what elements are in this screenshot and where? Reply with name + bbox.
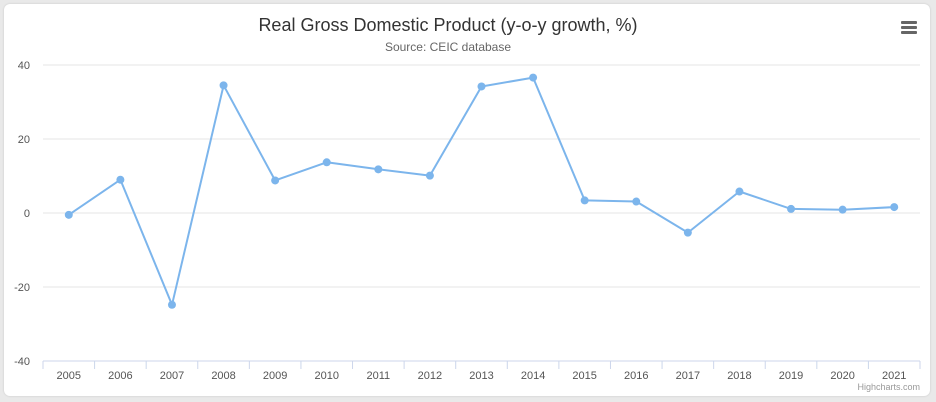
x-tick-label: 2021 <box>882 370 906 382</box>
data-point[interactable] <box>632 197 641 206</box>
data-point[interactable] <box>271 176 280 185</box>
x-tick-label: 2012 <box>418 370 442 382</box>
data-point[interactable] <box>64 210 73 219</box>
x-tick-label: 2018 <box>727 370 751 382</box>
y-tick-label: -20 <box>14 282 30 294</box>
y-tick-label: 40 <box>18 60 30 72</box>
data-point[interactable] <box>477 82 486 91</box>
x-tick-label: 2019 <box>779 370 803 382</box>
x-tick-label: 2020 <box>830 370 854 382</box>
chart-container: Real Gross Domestic Product (y-o-y growt… <box>4 4 930 396</box>
data-point[interactable] <box>167 300 176 309</box>
x-tick-label: 2008 <box>211 370 235 382</box>
data-point[interactable] <box>322 158 331 167</box>
data-point[interactable] <box>529 73 538 82</box>
x-tick-label: 2009 <box>263 370 287 382</box>
line-chart: Real Gross Domestic Product (y-o-y growt… <box>14 15 921 392</box>
hamburger-menu-icon[interactable] <box>898 18 920 38</box>
data-point[interactable] <box>425 171 434 180</box>
y-tick-label: -40 <box>14 356 30 368</box>
chart-title: Real Gross Domestic Product (y-o-y growt… <box>258 15 637 35</box>
credits-link[interactable]: Highcharts.com <box>857 382 920 392</box>
data-point[interactable] <box>735 187 744 196</box>
x-tick-label: 2006 <box>108 370 132 382</box>
data-point[interactable] <box>787 204 796 213</box>
data-point[interactable] <box>374 165 383 174</box>
x-tick-label: 2013 <box>469 370 493 382</box>
x-tick-label: 2011 <box>366 370 390 382</box>
data-point[interactable] <box>890 203 899 212</box>
y-tick-label: 0 <box>24 208 30 220</box>
chart-subtitle: Source: CEIC database <box>385 40 511 54</box>
x-tick-label: 2017 <box>676 370 700 382</box>
data-point[interactable] <box>219 81 228 90</box>
x-axis: 2005 2006 2007 2008 2009 2010 2011 2012 2013 2014… <box>42 360 921 382</box>
data-point[interactable] <box>580 196 589 205</box>
x-tick-label: 2007 <box>160 370 184 382</box>
x-tick-label: 2014 <box>521 370 545 382</box>
series-group <box>64 73 899 309</box>
data-point[interactable] <box>683 228 692 237</box>
y-axis-labels: -40 -20 0 20 40 <box>14 60 30 368</box>
series-line <box>68 76 895 306</box>
grid-lines <box>43 64 920 288</box>
x-tick-label: 2015 <box>572 370 596 382</box>
y-tick-label: 20 <box>18 134 30 146</box>
x-tick-label: 2016 <box>624 370 648 382</box>
data-point[interactable] <box>838 205 847 214</box>
x-tick-label: 2005 <box>57 370 81 382</box>
x-tick-label: 2010 <box>314 370 338 382</box>
data-point[interactable] <box>116 175 125 184</box>
